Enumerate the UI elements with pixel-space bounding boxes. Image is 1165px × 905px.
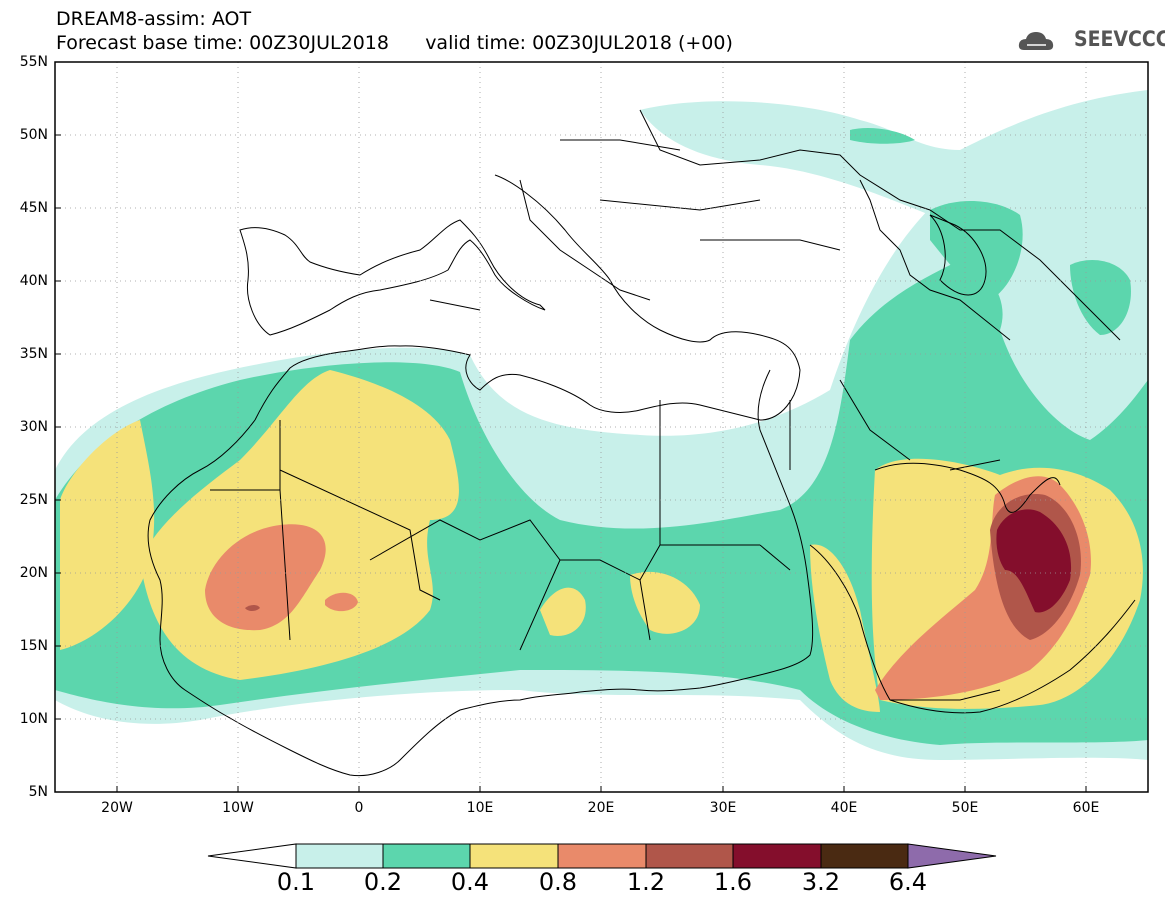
colorbar-seg-6 — [732, 843, 822, 869]
lat-label: 15N — [19, 638, 48, 654]
graticule — [55, 62, 1148, 792]
colorbar-seg-7 — [820, 843, 909, 869]
colorbar-seg-1 — [295, 843, 384, 869]
lon-label: 40E — [830, 800, 858, 816]
title-line-1: DREAM8-assim: AOT — [56, 8, 252, 30]
lat-label: 35N — [19, 346, 48, 362]
colorbar-label: 1.2 — [626, 868, 666, 896]
colorbar-label: 0.8 — [538, 868, 578, 896]
lon-label: 60E — [1072, 800, 1100, 816]
lon-label: 20W — [101, 800, 133, 816]
coastlines — [147, 109, 1136, 777]
colorbar — [207, 843, 997, 869]
colorbar-label: 0.4 — [450, 868, 490, 896]
lat-label: 5N — [28, 784, 48, 800]
colorbar-seg-8 — [907, 843, 997, 869]
lat-label: 45N — [19, 200, 48, 216]
lon-label: 10W — [222, 800, 254, 816]
colorbar-seg-0 — [207, 843, 297, 869]
lon-label: 20E — [587, 800, 615, 816]
lon-label: 0 — [354, 800, 364, 816]
title-line-2: Forecast base time: 00Z30JUL2018 valid t… — [56, 32, 733, 54]
lat-label: 10N — [19, 711, 48, 727]
lat-label: 20N — [19, 565, 48, 581]
logo-text: SEEVCCC — [1074, 27, 1165, 51]
aot-shading — [55, 62, 1148, 792]
lon-label: 10E — [466, 800, 494, 816]
lat-label: 55N — [19, 54, 48, 70]
colorbar-seg-3 — [469, 843, 559, 869]
lat-label: 25N — [19, 492, 48, 508]
colorbar-seg-5 — [645, 843, 734, 869]
colorbar-label: 6.4 — [888, 868, 928, 896]
colorbar-label: 0.1 — [276, 868, 316, 896]
colorbar-label: 0.2 — [363, 868, 403, 896]
lon-label: 50E — [951, 800, 979, 816]
lat-label: 30N — [19, 419, 48, 435]
lon-label: 30E — [709, 800, 737, 816]
colorbar-seg-2 — [382, 843, 471, 869]
cloud-logo-icon — [1018, 32, 1054, 50]
colorbar-label: 1.6 — [713, 868, 753, 896]
lat-label: 40N — [19, 273, 48, 289]
lat-label: 50N — [19, 127, 48, 143]
colorbar-seg-4 — [557, 843, 647, 869]
aot-level-1-6 — [996, 509, 1072, 613]
colorbar-label: 3.2 — [801, 868, 841, 896]
